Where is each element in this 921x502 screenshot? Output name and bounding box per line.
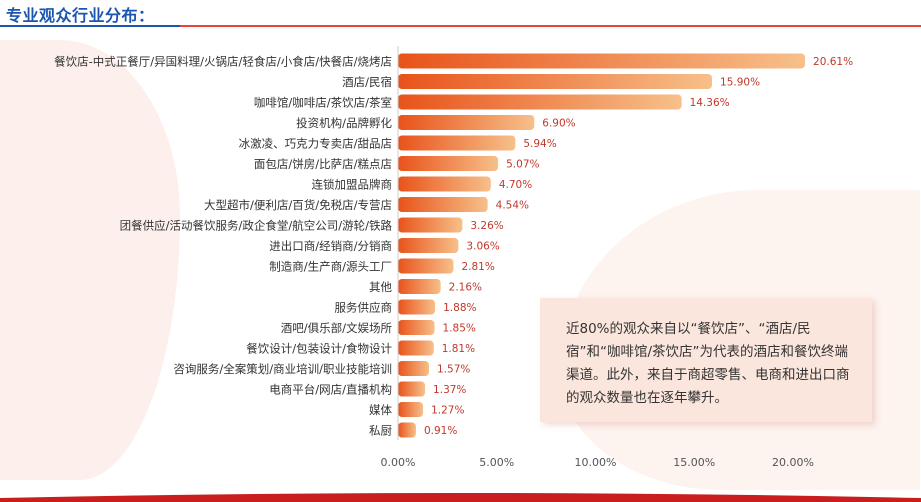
value-label: 4.70% bbox=[499, 179, 532, 191]
bar bbox=[398, 74, 713, 89]
value-label: 5.07% bbox=[506, 159, 539, 171]
value-label: 3.26% bbox=[470, 220, 503, 232]
bar bbox=[398, 217, 463, 233]
category-label: 投资机构/品牌孵化 bbox=[296, 116, 392, 130]
bar bbox=[398, 115, 535, 130]
value-label: 15.90% bbox=[720, 77, 760, 89]
category-label: 连锁加盟品牌商 bbox=[312, 178, 393, 192]
value-label: 1.81% bbox=[442, 343, 475, 355]
value-label: 1.85% bbox=[443, 323, 476, 335]
bar bbox=[398, 197, 488, 212]
value-label: 20.61% bbox=[813, 56, 853, 68]
value-label: 0.91% bbox=[424, 425, 457, 437]
category-label: 进出口商/经销商/分销商 bbox=[269, 239, 392, 253]
value-label: 1.57% bbox=[437, 364, 470, 376]
summary-note: 近80%的观众来自以“餐饮店”、“酒店/民宿”和“咖啡馆/茶饮店”为代表的酒店和… bbox=[540, 298, 872, 422]
x-tick-label: 10.00% bbox=[575, 456, 617, 469]
category-label: 媒体 bbox=[369, 403, 392, 417]
bar bbox=[398, 94, 682, 110]
section-header: 专业观众行业分布： bbox=[0, 0, 921, 30]
x-tick-label: 20.00% bbox=[772, 456, 814, 469]
value-label: 2.16% bbox=[449, 282, 482, 294]
value-label: 6.90% bbox=[542, 118, 575, 130]
category-label: 私厨 bbox=[369, 424, 392, 438]
category-label: 制造商/生产商/源头工厂 bbox=[269, 260, 392, 274]
value-label: 14.36% bbox=[690, 97, 730, 109]
bar bbox=[398, 299, 436, 315]
summary-text: 近80%的观众来自以“餐饮店”、“酒店/民宿”和“咖啡馆/茶饮店”为代表的酒店和… bbox=[566, 321, 850, 406]
category-label: 其他 bbox=[369, 280, 392, 294]
category-label: 团餐供应/活动餐饮服务/政企食堂/航空公司/游轮/铁路 bbox=[120, 219, 393, 233]
value-label: 1.27% bbox=[431, 405, 464, 417]
value-label: 2.81% bbox=[461, 261, 494, 273]
bar bbox=[398, 53, 806, 69]
bar bbox=[398, 258, 454, 274]
x-tick-label: 5.00% bbox=[479, 456, 514, 469]
category-label: 大型超市/便利店/百货/免税店/专营店 bbox=[204, 198, 392, 212]
value-label: 4.54% bbox=[496, 200, 529, 212]
x-tick-label: 0.00% bbox=[381, 456, 416, 469]
bar bbox=[398, 279, 441, 294]
bar bbox=[398, 238, 459, 253]
value-label: 5.94% bbox=[523, 138, 556, 150]
header-underline-red bbox=[180, 25, 921, 27]
value-label: 1.88% bbox=[443, 302, 476, 314]
bar bbox=[398, 340, 434, 356]
value-label: 3.06% bbox=[466, 241, 499, 253]
category-label: 电商平台/网店/直播机构 bbox=[269, 383, 392, 397]
category-label: 冰激凌、巧克力专卖店/甜品店 bbox=[239, 137, 392, 151]
bar bbox=[398, 422, 416, 438]
bar bbox=[398, 381, 426, 397]
category-label: 酒吧/俱乐部/文娱场所 bbox=[281, 321, 393, 335]
value-label: 1.37% bbox=[433, 384, 466, 396]
bottom-decoration-band bbox=[0, 493, 921, 502]
bar bbox=[398, 156, 499, 171]
category-label: 餐饮设计/包装设计/食物设计 bbox=[246, 342, 392, 356]
bar bbox=[398, 176, 491, 192]
category-label: 餐饮店-中式正餐厅/异国料理/火锅店/轻食店/小食店/快餐店/烧烤店 bbox=[54, 55, 392, 69]
category-label: 服务供应商 bbox=[335, 301, 393, 315]
bar bbox=[398, 135, 516, 151]
bar bbox=[398, 320, 435, 335]
category-label: 酒店/民宿 bbox=[342, 75, 392, 89]
bar bbox=[398, 402, 424, 417]
category-label: 咖啡馆/咖啡店/茶饮店/茶室 bbox=[254, 96, 392, 110]
x-tick-label: 15.00% bbox=[673, 456, 715, 469]
header-underline-blue bbox=[0, 25, 180, 27]
industry-distribution-bar-chart: 餐饮店-中式正餐厅/异国料理/火锅店/轻食店/小食店/快餐店/烧烤店 20.61%… bbox=[54, 46, 853, 469]
category-label: 咨询服务/全案策划/商业培训/职业技能培训 bbox=[173, 362, 392, 376]
section-title: 专业观众行业分布： bbox=[6, 6, 155, 25]
category-label: 面包店/饼房/比萨店/糕点店 bbox=[254, 157, 392, 171]
bar bbox=[398, 361, 430, 376]
